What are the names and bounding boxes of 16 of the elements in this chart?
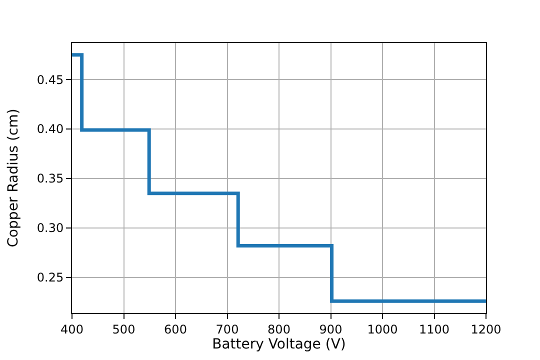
x-tick-label: 800 — [268, 322, 290, 336]
x-tick-label: 1000 — [367, 322, 398, 336]
x-tick-label: 700 — [216, 322, 239, 336]
y-tick-label: 0.30 — [36, 221, 64, 236]
y-tick-label: 0.40 — [36, 122, 64, 136]
x-tick-label: 600 — [164, 322, 187, 336]
x-tick-label: 900 — [319, 322, 342, 336]
x-axis-title: Battery Voltage (V) — [212, 336, 346, 352]
x-tick-label: 1100 — [418, 322, 450, 336]
x-tick-label: 1200 — [470, 322, 502, 336]
y-tick-label: 0.45 — [36, 72, 64, 87]
y-axis-title: Copper Radius (cm) — [5, 108, 22, 248]
x-tick-label: 500 — [112, 322, 136, 336]
y-tick-label: 0.25 — [36, 270, 64, 285]
x-tick-label: 400 — [60, 322, 84, 336]
y-tick-label: 0.35 — [36, 172, 64, 186]
